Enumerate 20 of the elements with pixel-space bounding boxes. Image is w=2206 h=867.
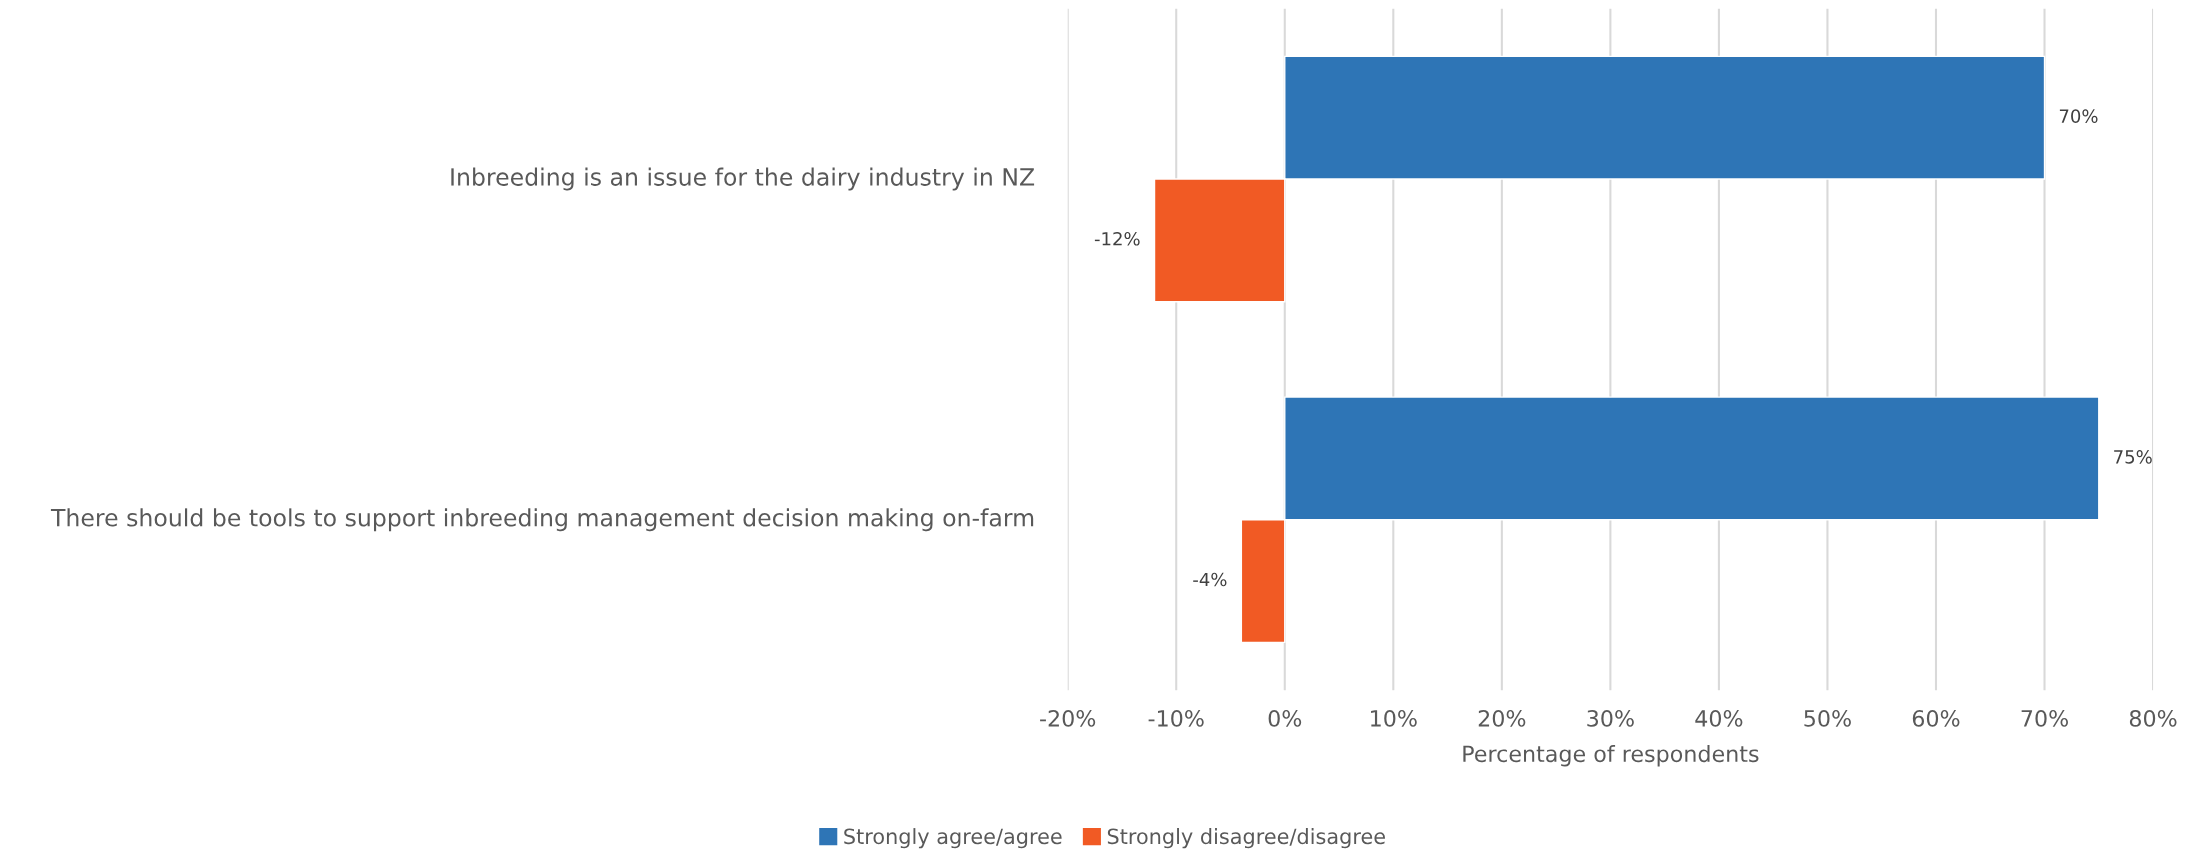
x-tick-label: 70%: [2021, 709, 2068, 727]
data-label: -12%: [1094, 231, 1140, 246]
x-tick-label: 0%: [1268, 709, 1302, 727]
x-tick-label: 60%: [1912, 709, 1960, 727]
y-tick-label: There should be tools to support inbreeding management decision making on-farm: [50, 508, 1034, 532]
x-tick-label: 50%: [1804, 709, 1851, 727]
x-tick-label: 10%: [1371, 709, 1417, 727]
data-label: 70%: [2059, 109, 2098, 123]
x-tick-label: 30%: [1587, 709, 1634, 727]
data-label: -4%: [1193, 572, 1227, 587]
x-tick-label: 20%: [1478, 709, 1526, 727]
data-label: 75%: [2114, 450, 2152, 464]
x-tick-label: -20%: [1040, 709, 1096, 727]
legend-label: Strongly agree/agree: [844, 828, 1062, 849]
x-tick-label: 40%: [1695, 709, 1743, 727]
legend-label: Strongly disagree/disagree: [1107, 828, 1385, 849]
x-tick-label: 80%: [2129, 709, 2177, 727]
y-tick-label: Inbreeding is an issue for the dairy industry in NZ: [451, 167, 1035, 191]
x-tick-label: -10%: [1148, 709, 1204, 727]
x-axis-title: Percentage of respondents: [1463, 744, 1759, 767]
